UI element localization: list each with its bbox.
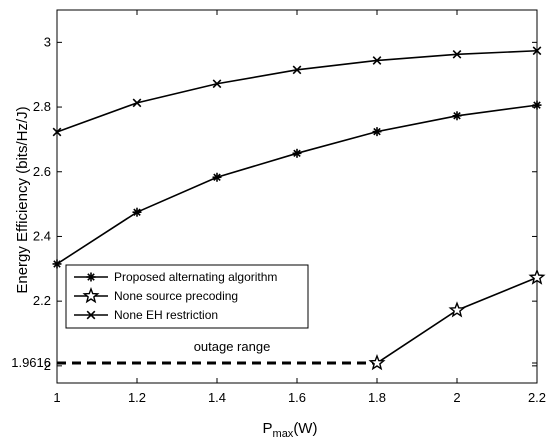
y-tick-label: 2.6 (33, 164, 51, 179)
series-1-point (132, 207, 142, 217)
x-tick-label: 1.8 (368, 390, 386, 405)
x-axis-label-subscript: max (273, 428, 294, 440)
series-3-point (292, 65, 302, 75)
series-1-point (372, 127, 382, 137)
series-3-point (212, 79, 222, 89)
legend-entry-label: None EH restriction (114, 308, 218, 322)
x-tick-label: 1.6 (288, 390, 306, 405)
series-1-point (292, 148, 302, 158)
x-tick-label: 2 (453, 390, 460, 405)
legend-entry-label: None source precoding (114, 289, 238, 303)
legend: Proposed alternating algorithm None sourc… (65, 264, 309, 329)
x-tick-label: 1 (53, 390, 60, 405)
x-tick-label: 2.2 (528, 390, 546, 405)
series-line-3 (56, 49, 538, 133)
series-2-point (528, 268, 546, 285)
series-3-point (532, 46, 542, 56)
series-line-2 (376, 276, 538, 364)
series-1-point (452, 111, 462, 121)
y-axis-label: Energy Efficiency (bits/Hz/J) (14, 106, 31, 293)
annotation-group: outage range (57, 339, 377, 365)
series-3-point (372, 56, 382, 65)
y-tick-label: 2.2 (33, 293, 51, 308)
y-tick-label: 3 (44, 34, 51, 49)
y-tick-label: 2.4 (33, 228, 51, 243)
legend-marker (82, 287, 100, 304)
series-2-point (448, 301, 466, 318)
series-2-point (368, 354, 386, 371)
series-group (52, 46, 546, 371)
x-axis-label-main: P (263, 420, 273, 437)
series-3-point (132, 98, 142, 108)
legend-marker (86, 272, 96, 282)
outage-label: outage range (194, 339, 271, 354)
series-3-point (452, 49, 462, 59)
x-tick-label: 1.4 (208, 390, 226, 405)
series-1-point (52, 259, 62, 269)
series-1-point (532, 100, 542, 110)
y-tick-label: 2 (44, 358, 51, 373)
y-tick-label: 2.8 (33, 99, 51, 114)
x-axis-label-unit: (W) (293, 420, 317, 437)
series-line-1 (56, 104, 538, 265)
x-axis-label: Pmax(W) (263, 420, 318, 440)
legend-entry-label: Proposed alternating algorithm (114, 270, 277, 284)
series-3-point (52, 127, 62, 137)
x-tick-label: 1.2 (128, 390, 146, 405)
y-tick-label: 1.9616 (11, 355, 51, 370)
series-1-point (212, 172, 222, 182)
legend-marker (86, 310, 96, 320)
